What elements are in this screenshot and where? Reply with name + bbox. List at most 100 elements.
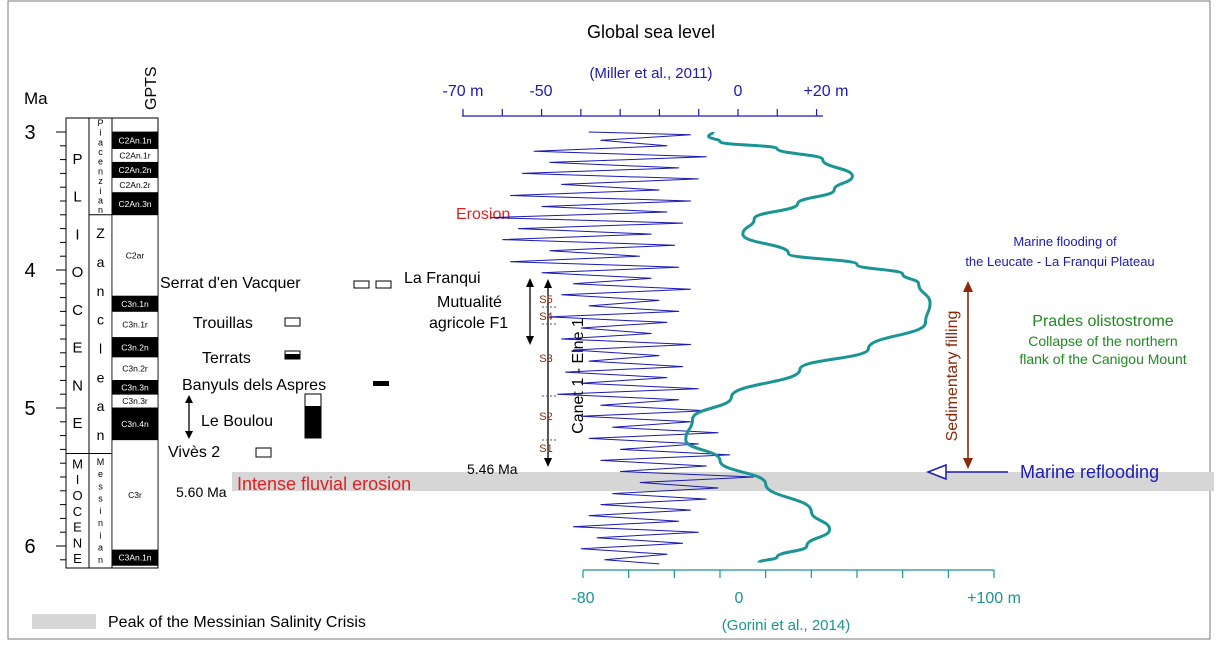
polarity-chrons: C2An.1n C2An.1r C2An.2n C2An.2r C2An.3n C2ar C… xyxy=(111,131,159,566)
stage-letter: Z xyxy=(96,225,105,241)
canet-arrow-up-icon xyxy=(544,279,552,288)
chron-label: C3n.2n xyxy=(121,342,149,352)
sedimentary-arrow-up-icon xyxy=(963,281,973,292)
sedimentary-filling-label: Sedimentary filling xyxy=(944,311,961,442)
stage-letter: i xyxy=(100,530,102,540)
bottom-axis-ticks xyxy=(582,570,995,578)
canet-arrow-down-icon xyxy=(544,458,552,467)
age-ticks: 3 4 5 6 xyxy=(24,122,66,561)
mutualite-arrow-down-icon xyxy=(526,336,534,345)
locality-marker-banyuls xyxy=(373,381,389,386)
epoch-letter: L xyxy=(73,189,81,206)
locality-serrat: Serrat d'en Vacquer xyxy=(160,275,301,292)
locality-marker-franqui xyxy=(375,280,392,289)
prades-label-1: Prades olistostrome xyxy=(1032,313,1173,330)
stage-letter: n xyxy=(98,205,103,215)
locality-terrats: Terrats xyxy=(202,350,251,367)
stage-letter: M xyxy=(97,457,105,467)
bottom-axis-source: (Gorini et al., 2014) xyxy=(722,617,850,634)
prades-label-2: Collapse of the northern xyxy=(1028,333,1177,349)
locality-franqui: La Franqui xyxy=(404,270,481,287)
stage-letter: i xyxy=(100,186,102,196)
chron-band xyxy=(111,214,159,297)
epoch-letter: C xyxy=(73,504,82,519)
stage-letter: c xyxy=(98,147,103,157)
stage-letter: c xyxy=(97,312,104,328)
epoch-letter: E xyxy=(73,551,82,566)
chron-label: C3n.4n xyxy=(121,419,149,429)
mutualite-label-2: agricole F1 xyxy=(429,315,508,332)
chron-label: C2An.2n xyxy=(118,165,151,175)
stage-letter: a xyxy=(97,398,105,414)
epoch-letter: P xyxy=(72,151,82,168)
stage-letter: i xyxy=(100,506,102,516)
age-axis-unit: Ma xyxy=(24,89,48,108)
age-tick-label: 3 xyxy=(24,122,35,144)
chron-label: C2An.1n xyxy=(118,135,151,145)
age-560-label: 5.60 Ma xyxy=(176,484,227,500)
top-tick-label-4: +20 m xyxy=(804,83,849,100)
epoch-letter: O xyxy=(72,488,82,503)
marine-reflooding-arrow-icon xyxy=(925,463,947,481)
stage-letter: s xyxy=(98,481,103,491)
epoch-letter: O xyxy=(72,264,84,281)
le-boulou-arrow-down-icon xyxy=(185,431,193,439)
figure-frame xyxy=(7,0,1211,640)
locality-banyuls: Banyuls dels Aspres xyxy=(182,377,326,394)
stage-letter: P xyxy=(97,118,103,128)
chron-label: C2An.2r xyxy=(119,180,150,190)
stage-letter: e xyxy=(98,157,103,167)
chron-label: C3n.3r xyxy=(122,396,148,406)
locality-vives: Vivès 2 xyxy=(168,444,220,461)
chron-label: C2ar xyxy=(126,251,145,261)
sequence-s2: S2 xyxy=(539,411,552,423)
locality-marker-terrats-fill xyxy=(285,354,300,359)
stage-letter: z xyxy=(98,176,103,186)
bottom-tick-label-2: 0 xyxy=(735,590,744,607)
stage-letter: n xyxy=(98,518,103,528)
epoch-letter: C xyxy=(72,302,83,319)
top-axis-miller: (Miller et al., 2011) -70 m -50 0 +20 m xyxy=(443,65,849,117)
top-tick-label-3: 0 xyxy=(734,83,743,100)
chron-label: C3n.1r xyxy=(122,320,148,330)
stage-letter: n xyxy=(98,555,103,565)
locality-trouillas: Trouillas xyxy=(193,315,253,332)
epoch-letter: E xyxy=(72,340,82,357)
stage-letter: a xyxy=(97,254,105,270)
age-546-label: 5.46 Ma xyxy=(467,461,518,477)
top-axis-ticks xyxy=(462,109,818,116)
legend-msc-label: Peak of the Messinian Salinity Crisis xyxy=(108,614,366,631)
prades-label-3: flank of the Canigou Mount xyxy=(1019,351,1186,367)
locality-le-boulou: Le Boulou xyxy=(201,413,273,430)
stage-letter: a xyxy=(98,543,103,553)
locality-marker-vives xyxy=(255,447,272,458)
epoch-letter: N xyxy=(73,535,82,550)
bottom-tick-label-3: +100 m xyxy=(967,590,1021,607)
marine-flooding-label-1: Marine flooding of xyxy=(1013,234,1117,249)
msc-band xyxy=(232,472,1214,491)
age-tick-label: 6 xyxy=(24,536,35,558)
sequence-s4: S4 xyxy=(539,311,552,323)
stage-letter: i xyxy=(100,128,102,138)
locality-marker-le-boulou-fill xyxy=(305,406,321,438)
chron-label: C3n.2r xyxy=(122,364,148,374)
chron-label: C3n.3n xyxy=(121,382,149,392)
stage-letter: a xyxy=(98,195,103,205)
gorini-sea-level-curve xyxy=(684,131,932,565)
bottom-axis-gorini: -80 0 +100 m (Gorini et al., 2014) xyxy=(571,569,1021,634)
age-tick-label: 4 xyxy=(24,260,35,282)
erosion-label: Erosion xyxy=(456,206,510,223)
stage-letter: a xyxy=(98,137,103,147)
marine-reflooding-label: Marine reflooding xyxy=(1020,462,1159,482)
stage-letter: n xyxy=(98,166,103,176)
epoch-letter: M xyxy=(72,456,83,471)
chron-band xyxy=(111,407,159,441)
marine-flooding-label-2: the Leucate - La Franqui Plateau xyxy=(965,254,1154,269)
chron-label: C3An.1n xyxy=(118,553,151,563)
intense-erosion-label: Intense fluvial erosion xyxy=(237,474,411,494)
chron-band xyxy=(111,310,159,339)
chron-label: C3n.1n xyxy=(121,299,149,309)
mutualite-label-1: Mutualité xyxy=(437,294,502,311)
